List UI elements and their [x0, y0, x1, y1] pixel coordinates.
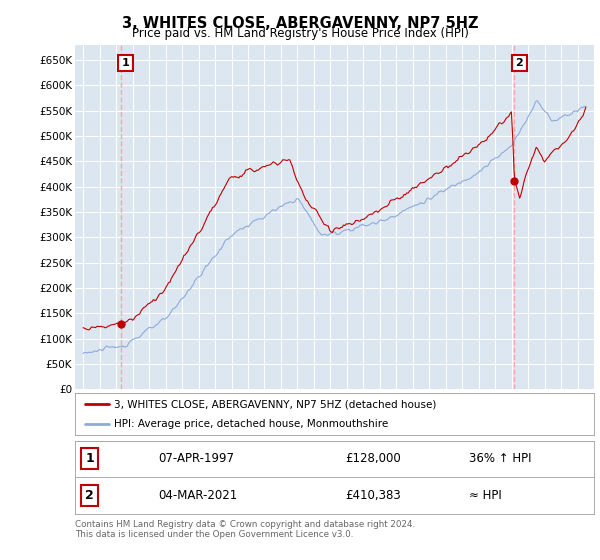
Text: £410,383: £410,383: [345, 489, 401, 502]
Text: 07-APR-1997: 07-APR-1997: [158, 452, 234, 465]
Text: 2: 2: [515, 58, 523, 68]
Text: 2: 2: [85, 489, 94, 502]
Text: ≈ HPI: ≈ HPI: [469, 489, 502, 502]
Text: 04-MAR-2021: 04-MAR-2021: [158, 489, 237, 502]
Text: Contains HM Land Registry data © Crown copyright and database right 2024.
This d: Contains HM Land Registry data © Crown c…: [75, 520, 415, 539]
Text: HPI: Average price, detached house, Monmouthshire: HPI: Average price, detached house, Monm…: [114, 419, 388, 429]
Text: 3, WHITES CLOSE, ABERGAVENNY, NP7 5HZ: 3, WHITES CLOSE, ABERGAVENNY, NP7 5HZ: [122, 16, 478, 31]
Text: £128,000: £128,000: [345, 452, 401, 465]
Text: Price paid vs. HM Land Registry's House Price Index (HPI): Price paid vs. HM Land Registry's House …: [131, 27, 469, 40]
Text: 36% ↑ HPI: 36% ↑ HPI: [469, 452, 532, 465]
Text: 1: 1: [85, 452, 94, 465]
Text: 1: 1: [122, 58, 130, 68]
Text: 3, WHITES CLOSE, ABERGAVENNY, NP7 5HZ (detached house): 3, WHITES CLOSE, ABERGAVENNY, NP7 5HZ (d…: [114, 399, 436, 409]
